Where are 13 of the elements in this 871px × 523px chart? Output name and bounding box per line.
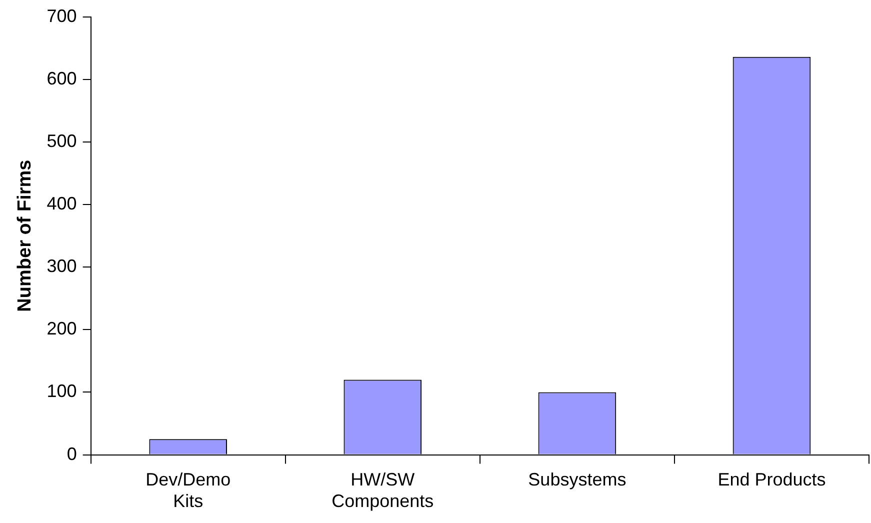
x-tick-label: End Products <box>718 470 826 490</box>
x-tick-label: HW/SW Components <box>332 470 434 512</box>
y-tick-label: 600 <box>46 68 77 88</box>
y-tick-label: 500 <box>46 130 77 151</box>
y-tick-label: 700 <box>46 6 77 26</box>
y-tick-label: 300 <box>46 256 77 276</box>
y-tick-label: 0 <box>66 444 77 464</box>
x-tick-label: Subsystems <box>528 470 626 490</box>
y-tick-label: 400 <box>46 193 77 214</box>
x-tick-label: Dev/Demo Kits <box>146 470 231 512</box>
y-tick-label: 200 <box>46 318 77 339</box>
y-tick-label: 100 <box>46 381 77 402</box>
y-axis-title: Number of Firms <box>14 160 36 312</box>
